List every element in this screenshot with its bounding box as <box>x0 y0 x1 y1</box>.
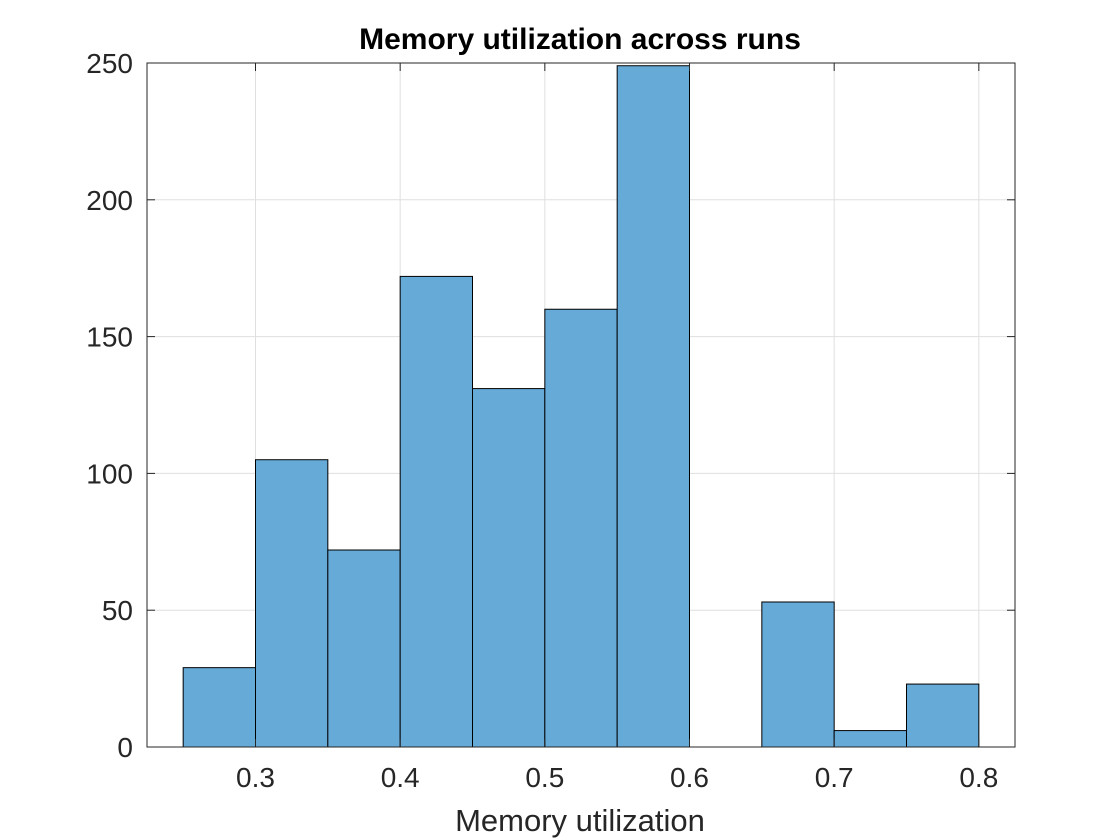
bars-group <box>182 65 980 748</box>
x-tick-label: 0.4 <box>381 762 420 793</box>
y-tick-label: 250 <box>86 48 133 79</box>
y-tick-label: 100 <box>86 458 133 489</box>
chart-title: Memory utilization across runs <box>359 23 801 56</box>
plot-frame <box>146 62 1016 748</box>
y-tick-label: 50 <box>102 595 133 626</box>
x-tick-label: 0.7 <box>815 762 854 793</box>
y-tick-label: 200 <box>86 185 133 216</box>
x-tick-label: 0.8 <box>959 762 998 793</box>
histogram-bar <box>472 388 546 748</box>
x-tick-label: 0.3 <box>236 762 275 793</box>
y-tick-label: 0 <box>117 732 133 763</box>
histogram-bar <box>616 65 691 748</box>
y-tick-label: 150 <box>86 322 133 353</box>
x-tick-label: 0.6 <box>670 762 709 793</box>
histogram-bar <box>544 308 618 748</box>
histogram-bar <box>255 459 329 748</box>
x-tick-label: 0.5 <box>525 762 564 793</box>
histogram-bar <box>182 667 257 748</box>
x-axis-label: Memory utilization <box>455 803 705 838</box>
histogram-bar <box>327 549 401 748</box>
histogram-bar <box>399 275 473 748</box>
x-tick-labels: 0.3 0.4 0.5 0.6 0.7 0.8 <box>236 762 998 793</box>
histogram-bar <box>906 683 980 748</box>
tick-marks <box>147 62 1015 748</box>
y-tick-labels: 0 50 100 150 200 250 <box>86 48 133 763</box>
histogram-bar <box>833 730 908 748</box>
histogram-bar <box>761 601 835 748</box>
